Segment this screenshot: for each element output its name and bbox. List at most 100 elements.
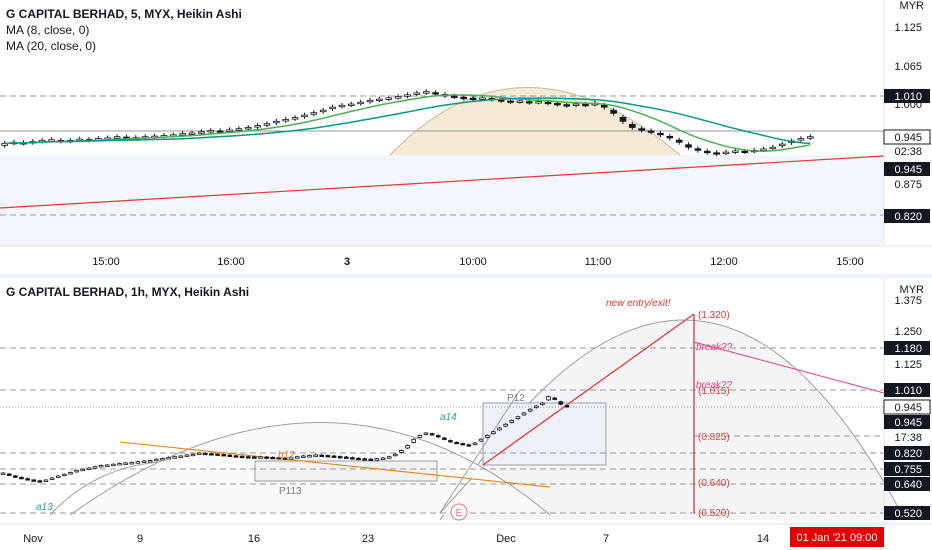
bottom-candle xyxy=(368,458,374,462)
bottom-price-label-bg xyxy=(884,341,930,355)
bottom-price-label-bg xyxy=(884,506,930,520)
top-candle xyxy=(188,132,196,135)
top-candle xyxy=(507,100,514,103)
top-candle xyxy=(273,120,280,124)
fib-label: (0.640) xyxy=(698,478,730,489)
bottom-candle xyxy=(13,475,18,478)
bottom-ytick: 1.125 xyxy=(894,359,922,371)
bottom-candle xyxy=(55,475,61,478)
top-chart-pane[interactable]: MYR 1.125 1.065 1.000 0.875 1.010 0.945 … xyxy=(0,0,932,268)
bottom-price-label-bg xyxy=(884,383,930,397)
bottom-xtick: Dec xyxy=(496,533,516,545)
top-candle xyxy=(713,152,720,155)
top-candle xyxy=(469,97,477,101)
top-candle xyxy=(310,112,318,115)
bottom-orange-line xyxy=(119,441,551,488)
top-price-label: 0.945 xyxy=(894,132,922,144)
top-candle xyxy=(807,136,814,139)
top-candle xyxy=(422,91,430,94)
top-candle xyxy=(319,109,327,113)
bottom-xtick: 16 xyxy=(248,533,260,545)
bottom-candle xyxy=(527,408,533,412)
bottom-red-rise xyxy=(482,313,695,466)
bottom-xaxis-ticks: Nov 9 16 23 Dec 7 14 xyxy=(23,533,769,545)
bottom-xtick: 14 xyxy=(757,533,769,545)
bottom-candle xyxy=(491,431,496,435)
bottom-candle xyxy=(252,456,257,459)
annotation-p113: P113 xyxy=(279,486,302,497)
top-candle xyxy=(572,103,580,106)
bottom-candle xyxy=(288,457,294,460)
top-candle xyxy=(525,101,533,104)
top-ytick: 1.065 xyxy=(894,61,922,73)
top-candle xyxy=(451,95,458,98)
top-candle xyxy=(563,104,571,107)
top-ytick: 1.125 xyxy=(894,22,922,34)
bottom-candle xyxy=(362,458,367,461)
annotation-new-entry: new entry/exit! xyxy=(606,298,671,309)
bottom-candle xyxy=(233,455,239,458)
top-price-label: 0.945 xyxy=(894,164,922,176)
top-candle xyxy=(600,104,608,108)
annotation-break-2: break?? xyxy=(696,380,733,391)
bottom-candle xyxy=(429,433,435,436)
bottom-currency: MYR xyxy=(900,284,925,296)
bottom-candle xyxy=(350,457,355,460)
top-candle xyxy=(376,98,383,102)
bottom-candle xyxy=(399,450,404,453)
bottom-price-label: 0.820 xyxy=(894,448,922,460)
top-candle xyxy=(769,146,777,150)
top-candle xyxy=(703,150,711,154)
bottom-candle xyxy=(172,456,177,459)
bottom-candle xyxy=(386,456,392,459)
bottom-candle xyxy=(282,457,288,460)
top-candle xyxy=(404,94,411,97)
bottom-candle xyxy=(68,472,73,475)
time-badge: 01 Jan '21 09:00 xyxy=(796,532,877,544)
top-ma8-label: MA (8, close, 0) xyxy=(6,23,90,37)
bottom-candle xyxy=(294,456,300,459)
top-candle xyxy=(629,123,636,128)
top-candle xyxy=(394,96,402,99)
bottom-candle xyxy=(19,476,24,480)
bottom-candle xyxy=(337,456,343,459)
bottom-candle xyxy=(209,453,214,456)
bottom-candle xyxy=(533,405,539,409)
bottom-candle xyxy=(80,468,86,472)
top-candle xyxy=(516,100,524,103)
top-xtick: 15:00 xyxy=(92,256,120,268)
annotation-e-circle xyxy=(450,503,468,521)
bottom-candle xyxy=(153,458,159,462)
pane-separator xyxy=(0,274,932,278)
bottom-candle xyxy=(331,455,337,458)
bottom-candle xyxy=(319,454,325,458)
top-price-label-bg xyxy=(884,209,930,223)
bottom-ytick: 1.375 xyxy=(894,295,922,307)
bottom-candle xyxy=(509,420,515,423)
bottom-candle xyxy=(380,457,386,460)
bottom-candle xyxy=(184,454,190,457)
bottom-candle xyxy=(503,423,508,427)
bottom-candle xyxy=(43,479,49,482)
bottom-candle xyxy=(558,401,564,405)
annotation-a14: a14 xyxy=(440,412,457,423)
bottom-candle xyxy=(215,453,220,456)
bottom-candle xyxy=(521,412,527,416)
top-price-label-bg xyxy=(884,89,930,103)
top-candle xyxy=(329,106,336,110)
bottom-legend: G CAPITAL BERHAD, 1h, MYX, Heikin Ashi xyxy=(6,284,249,300)
top-price-label-bg xyxy=(884,162,930,176)
bottom-price-label: 0.755 xyxy=(894,464,922,476)
bottom-candle xyxy=(123,462,128,465)
bottom-candle xyxy=(466,444,472,447)
bottom-candle xyxy=(356,457,361,461)
bottom-candle xyxy=(343,456,349,459)
top-candle xyxy=(244,127,252,130)
bottom-candle xyxy=(141,460,147,463)
bottom-price-label: 0.520 xyxy=(894,508,922,520)
bottom-chart-pane[interactable]: new entry/exit! break?? break?? (1.320) … xyxy=(0,278,932,547)
top-ma8-line xyxy=(4,94,811,152)
top-xtick: 16:00 xyxy=(217,256,245,268)
bottom-candles xyxy=(0,395,570,483)
